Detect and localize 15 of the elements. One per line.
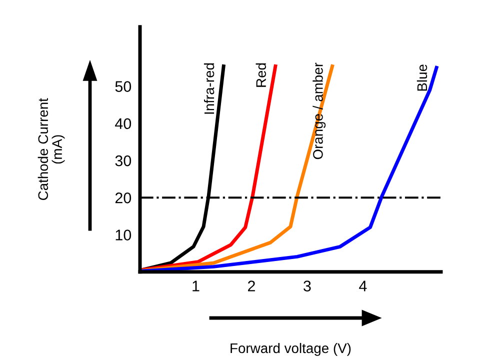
- y-tick-label: 40: [115, 118, 132, 130]
- text: Infra-red: [204, 63, 214, 114]
- x-axis-title: Forward voltage (V): [230, 342, 351, 356]
- x-tick-label: 3: [304, 280, 311, 292]
- y-tick-label: 20: [115, 192, 132, 204]
- text: Orange / amber: [312, 62, 326, 160]
- y-tick-label: 10: [116, 230, 132, 240]
- x-tick-label: 2: [248, 280, 255, 292]
- text: Red: [256, 63, 266, 87]
- y-tick-label: 30: [115, 155, 132, 166]
- x-tick-label: 1: [192, 280, 200, 292]
- x-tick-label: 4: [359, 280, 367, 292]
- text: Blue: [416, 64, 428, 91]
- y-axis-title: Cathode Current (mA): [38, 98, 65, 200]
- y-tick-label: 50: [115, 81, 132, 92]
